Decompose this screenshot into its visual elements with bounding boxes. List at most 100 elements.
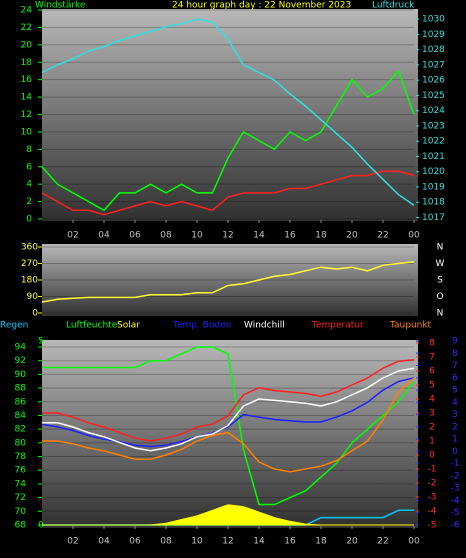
y-tick-label: -1 xyxy=(451,459,460,469)
y-tick-label: 80 xyxy=(15,438,27,448)
x-tick-label: 02 xyxy=(67,231,78,241)
legend-label: Luftfeuchte xyxy=(66,321,118,331)
y-tick-label: -3 xyxy=(451,484,460,494)
y-tick-label: 0 xyxy=(32,309,38,319)
y-tick-label: 270 xyxy=(21,259,38,269)
y-tick-label: 82 xyxy=(15,425,26,435)
y-tick-label: 10 xyxy=(21,127,33,137)
legend-label: Windchill xyxy=(244,321,285,331)
right-axis-title: Luftdruck xyxy=(372,1,415,11)
y-tick-label: 2 xyxy=(26,197,32,207)
direction-label: W xyxy=(436,259,445,269)
direction-label: N xyxy=(437,243,444,253)
y-tick-label: 1019 xyxy=(422,182,445,192)
left-axis-title: Windstärke xyxy=(35,1,86,11)
y-tick-label: 94 xyxy=(15,343,27,353)
chart-title: 24 hour graph day : 22 November 2023 xyxy=(172,1,351,11)
y-tick-label: -5 xyxy=(428,521,437,531)
y-tick-label: 5 xyxy=(452,386,458,396)
panel-direction xyxy=(42,244,418,316)
y-tick-label: 3 xyxy=(452,410,458,420)
y-tick-label: 1025 xyxy=(422,91,445,101)
legend-label: Temperatur xyxy=(311,321,364,331)
y-tick-label: 1022 xyxy=(422,137,445,147)
y-tick-label: 4 xyxy=(26,180,32,190)
y-tick-label: 360 xyxy=(21,243,38,253)
x-tick-label: 18 xyxy=(315,537,327,547)
y-tick-label: 0 xyxy=(452,447,458,457)
y-tick-label: 92 xyxy=(15,356,26,366)
y-tick-label: 1020 xyxy=(422,167,445,177)
y-tick-label: 9 xyxy=(452,337,458,347)
y-tick-label: -4 xyxy=(451,496,460,506)
y-tick-label: 12 xyxy=(21,110,32,120)
y-tick-label: 1028 xyxy=(422,45,445,55)
y-tick-label: 1017 xyxy=(422,213,445,223)
y-tick-label: 86 xyxy=(15,397,27,407)
y-tick-label: 78 xyxy=(15,452,27,462)
x-tick-label: 22 xyxy=(377,231,388,241)
series-line xyxy=(41,170,415,216)
x-tick-label: 00 xyxy=(408,231,420,241)
y-tick-label: 8 xyxy=(26,145,32,155)
y-tick-label: 1018 xyxy=(422,198,445,208)
y-tick-label: 84 xyxy=(15,411,27,421)
solar-area xyxy=(42,504,414,526)
y-tick-label: 7 xyxy=(452,361,458,371)
y-tick-label: 3 xyxy=(429,409,435,419)
x-tick-label: 00 xyxy=(408,537,420,547)
x-tick-label: 02 xyxy=(67,537,78,547)
y-tick-label: 72 xyxy=(15,493,26,503)
x-tick-label: 22 xyxy=(377,537,388,547)
y-tick-label: 6 xyxy=(429,367,435,377)
y-tick-label: 90 xyxy=(27,292,39,302)
y-tick-label: -4 xyxy=(428,507,437,517)
legend-label: Regen xyxy=(0,321,28,331)
y-tick-label: 1 xyxy=(452,435,458,445)
series-line xyxy=(42,377,415,473)
y-tick-label: 14 xyxy=(21,93,33,103)
direction-label: S xyxy=(437,276,443,286)
y-tick-label: 0 xyxy=(26,215,32,225)
x-tick-label: 14 xyxy=(253,231,265,241)
series-line xyxy=(42,359,415,442)
y-tick-label: 6 xyxy=(452,373,458,383)
y-tick-label: 76 xyxy=(15,466,27,476)
y-tick-label: 1 xyxy=(429,437,435,447)
series-line xyxy=(41,69,415,212)
y-tick-label: 7 xyxy=(429,353,435,363)
y-tick-label: 2 xyxy=(429,423,435,433)
x-tick-label: 18 xyxy=(315,231,327,241)
y-tick-label: 1023 xyxy=(422,121,445,131)
y-tick-label: 4 xyxy=(452,398,458,408)
x-tick-label: 04 xyxy=(98,537,110,547)
y-tick-label: 1030 xyxy=(422,15,445,25)
x-tick-label: 20 xyxy=(346,231,358,241)
y-tick-label: 20 xyxy=(21,40,33,50)
y-tick-label: -6 xyxy=(451,521,460,531)
x-tick-label: 16 xyxy=(284,231,296,241)
x-tick-label: 12 xyxy=(222,537,233,547)
y-tick-label: 68 xyxy=(15,521,27,531)
y-tick-label: 88 xyxy=(15,384,27,394)
y-tick-label: 5 xyxy=(429,381,435,391)
x-tick-label: 10 xyxy=(191,231,203,241)
y-tick-label: 18 xyxy=(21,58,33,68)
y-tick-label: 1027 xyxy=(422,60,445,70)
x-tick-label: 04 xyxy=(98,231,110,241)
x-tick-label: 10 xyxy=(191,537,203,547)
y-tick-label: 16 xyxy=(21,75,33,85)
series-line xyxy=(42,367,415,452)
y-tick-label: -2 xyxy=(428,479,437,489)
x-tick-label: 20 xyxy=(346,537,358,547)
legend-label: Temp. Boden xyxy=(172,321,231,331)
series-line xyxy=(41,18,415,206)
y-tick-label: 1024 xyxy=(422,106,445,116)
x-tick-label: 06 xyxy=(129,537,141,547)
series-line xyxy=(42,346,415,506)
legend-label: Solar xyxy=(117,321,140,331)
y-tick-label: 8 xyxy=(452,349,458,359)
x-tick-label: 12 xyxy=(222,231,233,241)
x-tick-label: 08 xyxy=(160,231,172,241)
